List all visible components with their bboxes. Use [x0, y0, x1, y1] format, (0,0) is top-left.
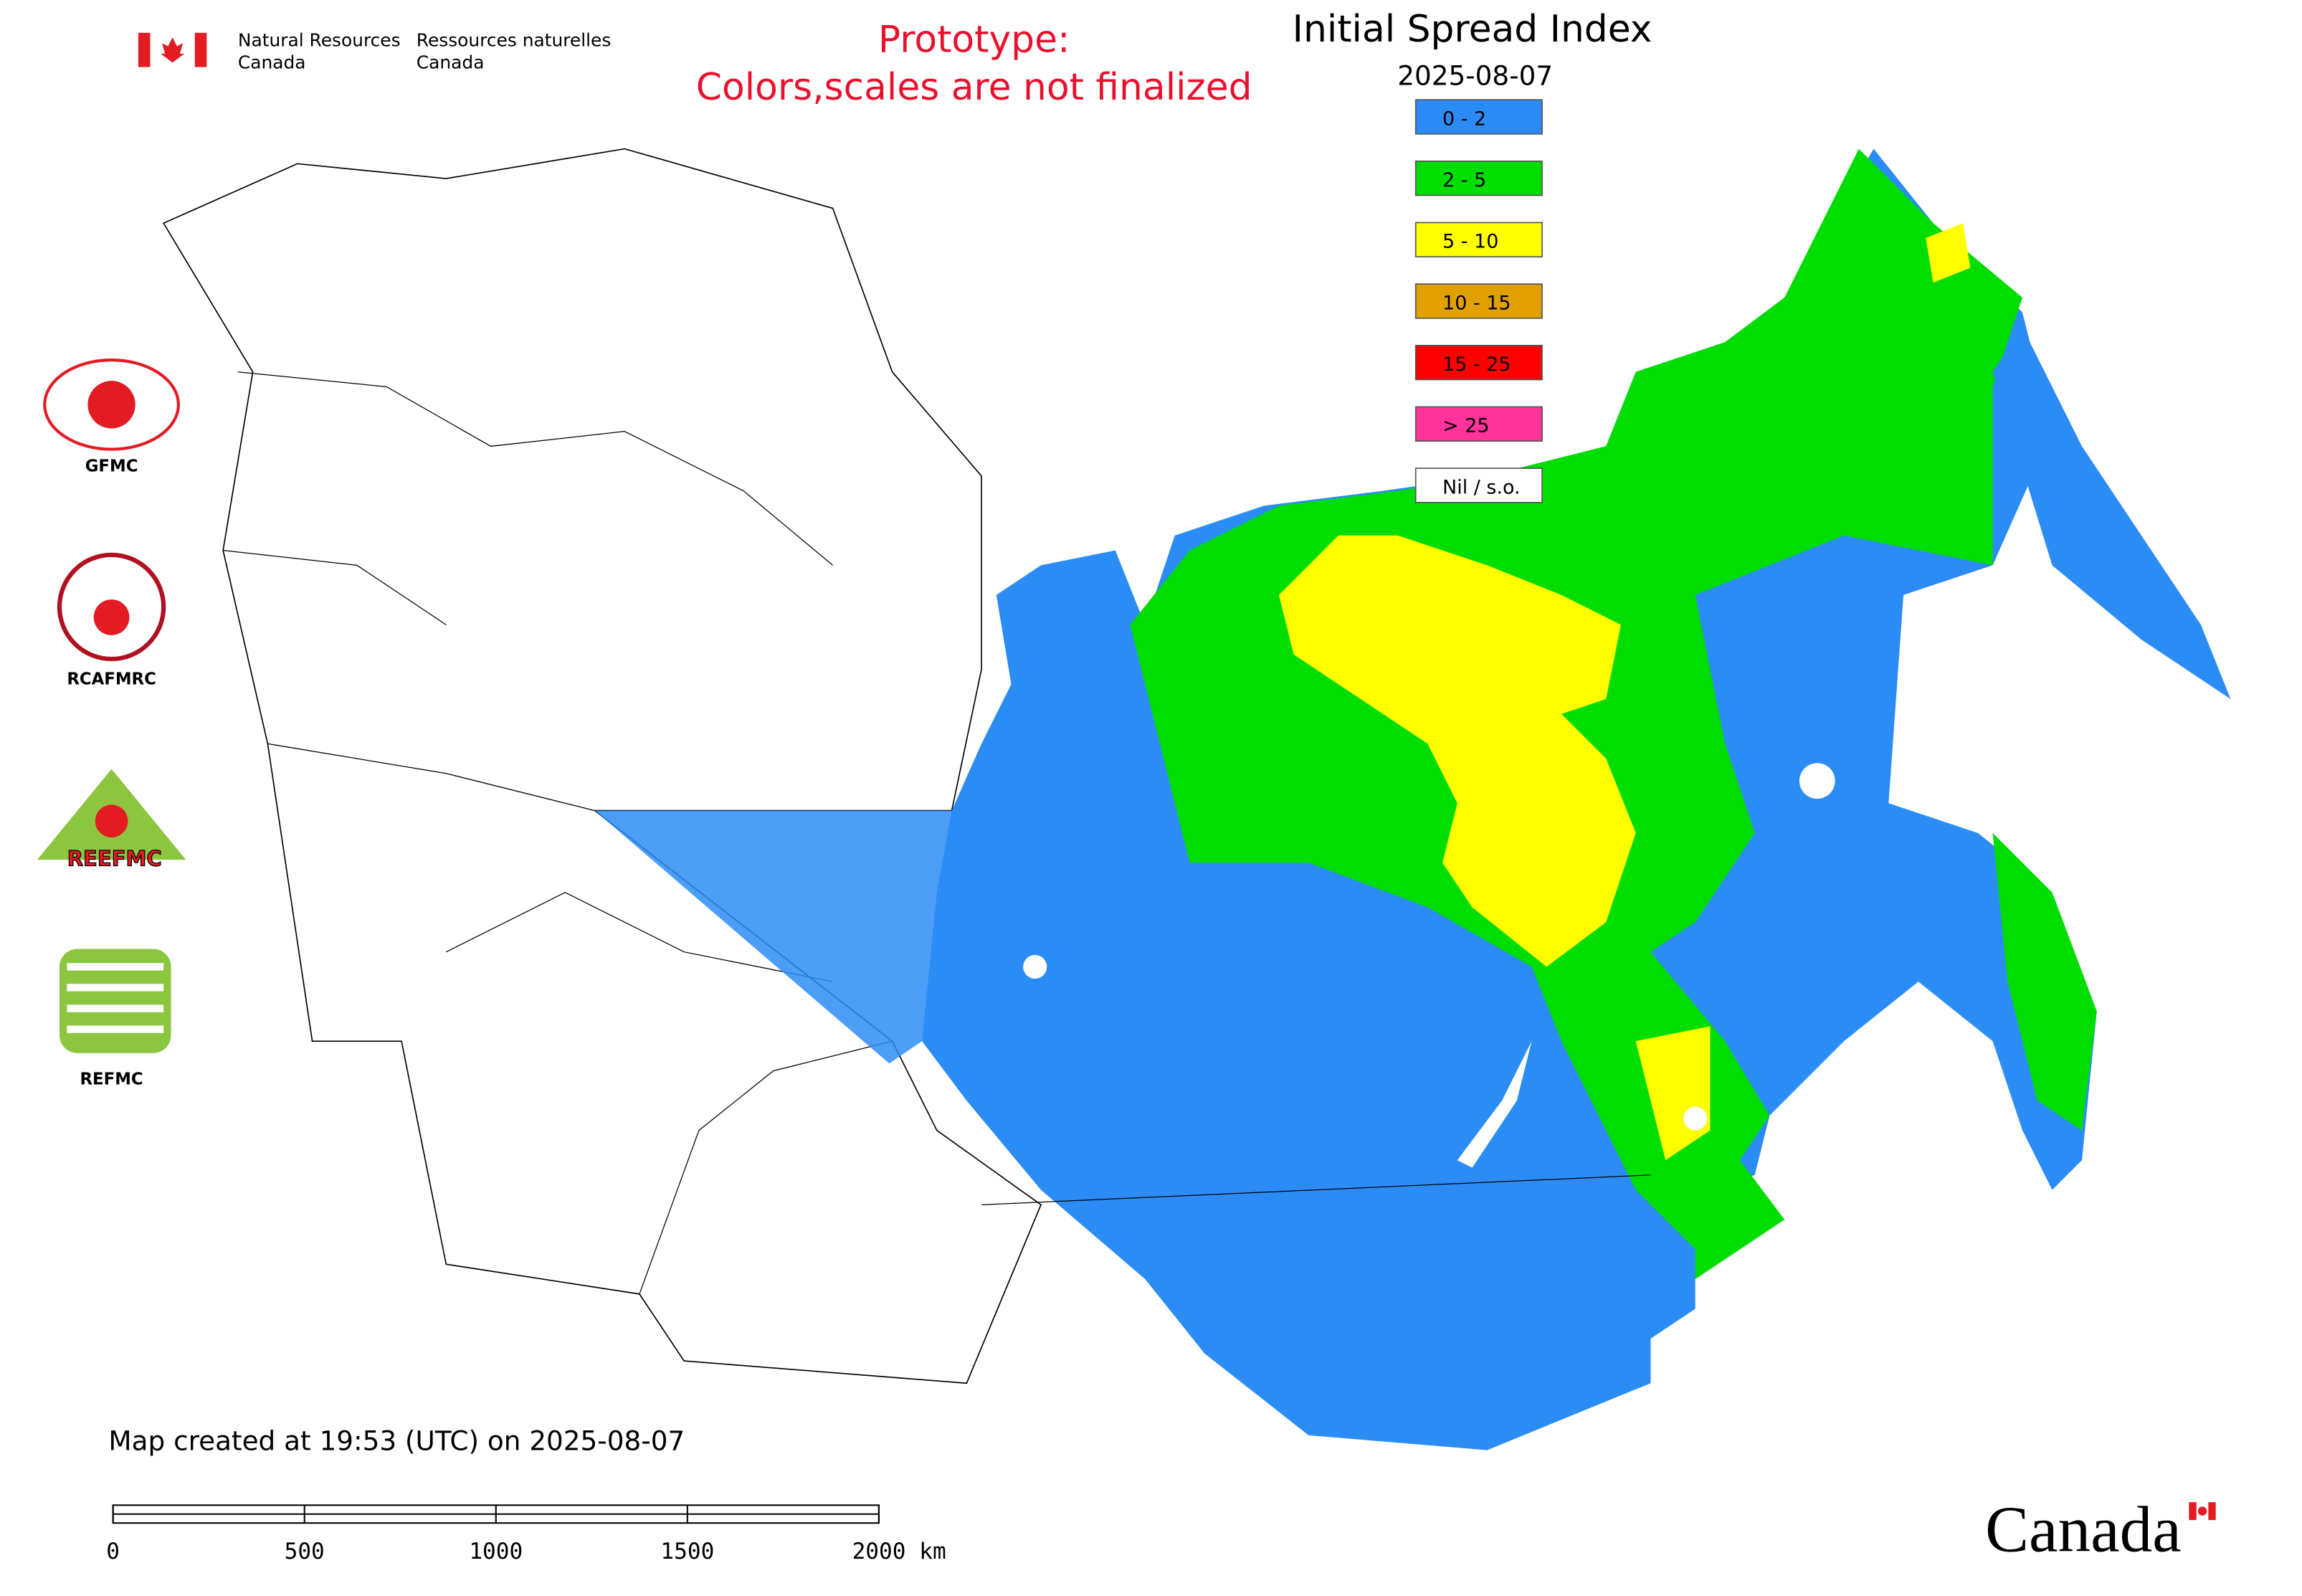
scale-label: 1500	[660, 1539, 714, 1564]
gc-signature: Natural Resources Canada Ressources natu…	[138, 29, 612, 73]
logo-flame	[87, 381, 135, 429]
region-low	[1992, 327, 2231, 700]
country-outline	[162, 148, 1042, 1384]
logo-labels: GFMC RCAFMRC REFMC REEFMC	[67, 457, 162, 1089]
logo-gfmc	[43, 358, 180, 451]
wordmark: Canada	[1985, 1493, 2182, 1566]
logo-ring	[43, 358, 180, 451]
legend-swatch	[1414, 222, 1543, 257]
no-data-spot	[1683, 1106, 1708, 1131]
no-data-spot	[1799, 763, 1835, 799]
legend-date: 2025-08-07	[1397, 60, 1553, 91]
logo-label: RCAFMRC	[67, 670, 156, 688]
flag-bar	[2208, 1502, 2216, 1521]
legend-swatch	[1414, 99, 1543, 135]
logo-label: GFMC	[85, 457, 138, 476]
maple-leaf	[2197, 1506, 2207, 1516]
logo-label: REFMC	[80, 1070, 143, 1088]
legend-label: 5 - 10	[1442, 231, 1498, 253]
border-line	[223, 371, 893, 1294]
legend-title: Initial Spread Index	[1293, 8, 1652, 51]
no-data-spot	[1023, 954, 1047, 979]
flag-bar	[194, 32, 207, 67]
flag-bar	[138, 32, 151, 67]
legend-swatch	[1414, 344, 1543, 381]
logo-rcafmrc	[57, 552, 166, 662]
scale-label: 2000 km	[852, 1539, 946, 1564]
legend: 0 - 2 2 - 5 5 - 10 10 - 15 15 - 25 > 25 Nil / …	[1414, 99, 1543, 503]
legend-swatch	[1414, 406, 1543, 442]
lake	[1457, 1041, 1532, 1168]
legend-label: 10 - 15	[1442, 292, 1511, 314]
legend-swatch	[1414, 467, 1543, 503]
agency-fr: Ressources naturelles	[417, 29, 612, 50]
data-streaks	[594, 810, 952, 1064]
legend-label: Nil / s.o.	[1442, 476, 1521, 498]
scale-bar: 0 500 1000 1500 2000 km	[106, 1504, 946, 1564]
region-high	[1278, 535, 1636, 967]
legend-label: 15 - 25	[1442, 353, 1511, 376]
logo-refmc	[59, 949, 171, 1053]
border-line	[981, 1174, 1651, 1205]
region-high	[1926, 223, 1971, 283]
legend-swatch	[1414, 283, 1543, 319]
notice: Colors,scales are not finalized	[696, 66, 1252, 109]
flag-bar	[2189, 1502, 2197, 1521]
logo-stripes	[67, 963, 164, 1033]
created-note: Map created at 19:53 (UTC) on 2025-08-07	[108, 1425, 685, 1457]
legend-label: 2 - 5	[1442, 169, 1486, 191]
legend-label: > 25	[1442, 415, 1489, 437]
agency-en: Canada	[238, 52, 306, 73]
logo-label: REEFMC	[67, 846, 162, 870]
maple-leaf	[161, 37, 185, 63]
region-moderate	[1130, 148, 2023, 1280]
logo-reefmc	[37, 769, 186, 860]
logo-flame	[95, 804, 128, 837]
legend-swatch	[1414, 160, 1543, 196]
scale-label: 1000	[469, 1539, 523, 1564]
scale-label: 0	[106, 1539, 120, 1564]
legend-label: 0 - 2	[1442, 108, 1486, 130]
agency-en: Natural Resources	[238, 29, 401, 50]
region-moderate	[1992, 832, 2097, 1131]
agency-fr: Canada	[417, 52, 485, 73]
scale-label: 500	[285, 1539, 325, 1564]
logo-flame	[93, 599, 130, 635]
notice: Prototype:	[878, 19, 1070, 62]
